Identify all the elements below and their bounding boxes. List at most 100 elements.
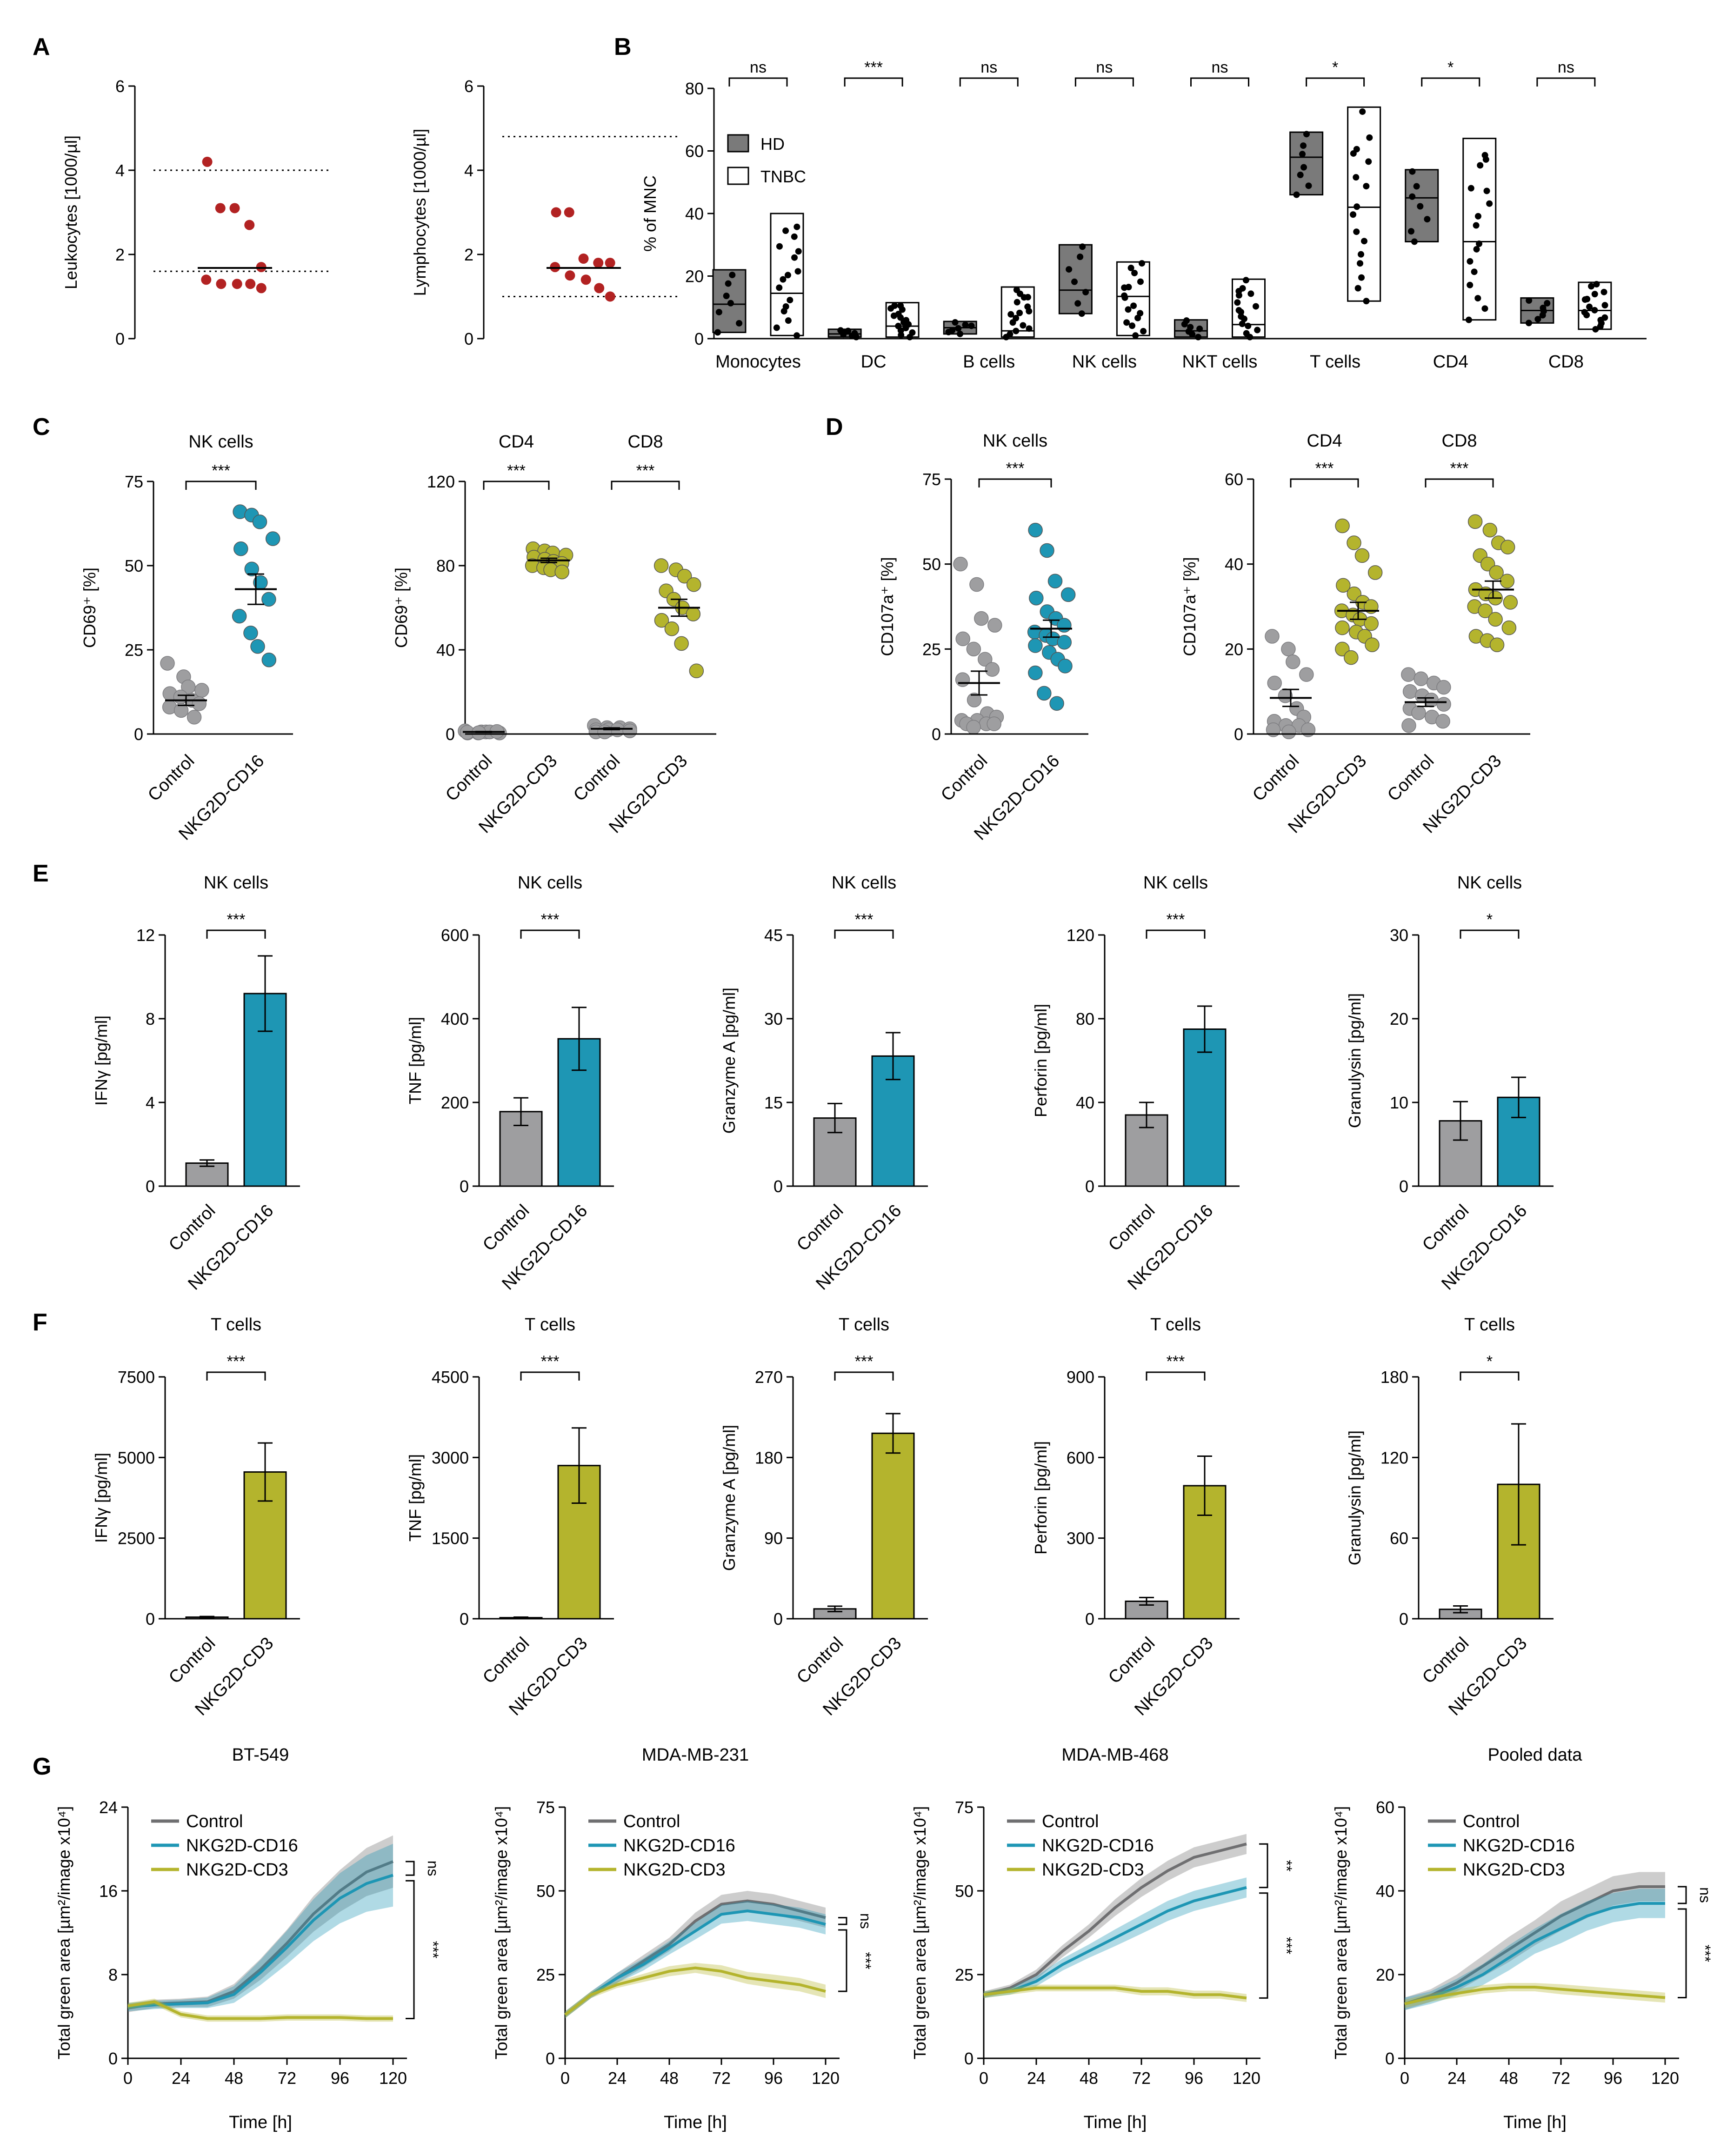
data-point [1588, 283, 1595, 290]
data-point [677, 568, 692, 584]
y-tick-label: 20 [1390, 1009, 1408, 1028]
y-tick-label: 25 [955, 1965, 974, 1984]
data-point [1016, 309, 1023, 316]
y-tick-label: 2500 [118, 1529, 155, 1548]
data-point [1299, 667, 1314, 682]
x-tick-label: 120 [1651, 2069, 1679, 2088]
data-point [1028, 522, 1043, 538]
y-tick-label: 25 [125, 641, 143, 660]
x-tick-label: 96 [331, 2069, 349, 2088]
data-point [1581, 309, 1588, 316]
data-point [256, 283, 267, 294]
y-tick-label: 50 [955, 1882, 974, 1901]
y-tick-label: 10 [1390, 1093, 1408, 1112]
x-tick-label: Control [1419, 1634, 1473, 1688]
data-point [1300, 142, 1307, 149]
y-tick-label: 75 [536, 1798, 555, 1817]
data-point [714, 329, 721, 336]
y-axis-label: Granulysin [pg/ml] [1345, 1430, 1364, 1565]
series-line [1404, 1885, 1665, 2005]
data-point [1013, 287, 1020, 294]
data-point [1047, 574, 1063, 588]
data-point [1358, 274, 1365, 281]
x-tick-label: 48 [1500, 2069, 1518, 2088]
data-point [966, 641, 981, 657]
significance-bracket [1678, 1886, 1687, 1904]
y-axis-label: Granulysin [pg/ml] [1345, 993, 1364, 1128]
y-tick-label: 400 [441, 1009, 469, 1028]
data-point [1591, 291, 1598, 298]
significance-label: *** [1006, 460, 1025, 477]
data-point [1435, 714, 1450, 729]
bar [871, 1432, 915, 1620]
legend-label: Control [623, 1812, 680, 1831]
data-point [1503, 595, 1518, 610]
data-point [1245, 322, 1252, 329]
y-axis-label: Leukocytes [1000/µl] [61, 135, 80, 289]
y-tick-label: 20 [1225, 640, 1243, 659]
data-point [1482, 522, 1498, 538]
data-point [674, 636, 689, 651]
data-point [1077, 254, 1084, 260]
data-point [215, 203, 226, 214]
data-point [1591, 307, 1598, 314]
data-point [1127, 265, 1134, 272]
y-tick-label: 0 [773, 1609, 783, 1629]
data-point [1409, 193, 1416, 200]
data-point [793, 223, 800, 230]
data-point [1411, 705, 1426, 721]
tnbc-box [1347, 106, 1381, 302]
data-point [1281, 641, 1296, 657]
legend-label: NKG2D-CD16 [1042, 1836, 1154, 1856]
x-tick-label: 96 [1185, 2069, 1203, 2088]
data-point [1131, 269, 1138, 276]
significance-label: *** [227, 911, 246, 928]
panel-letter-g: G [33, 1753, 51, 1780]
data-point [160, 656, 175, 671]
significance-bracket [1074, 77, 1134, 87]
x-tick-label: 0 [1400, 2069, 1409, 2088]
y-tick-label: 75 [955, 1798, 974, 1817]
data-point [1028, 665, 1043, 681]
data-point [232, 608, 247, 624]
y-axis-label: IFNγ [pg/ml] [92, 1453, 111, 1543]
data-point [1601, 314, 1608, 321]
y-axis-label: Total green area [µm²/image x10⁴] [910, 1806, 929, 2059]
data-point [957, 330, 964, 337]
data-point [773, 324, 780, 331]
y-tick-label: 0 [1399, 1609, 1408, 1629]
y-tick-label: 8 [108, 1965, 118, 1984]
significance-bracket [959, 77, 1019, 87]
data-point [1354, 203, 1360, 210]
chart-F5: 0 60 120 180 Granulysin [pg/ml] T cells Contro… [1345, 1315, 1554, 1720]
data-point [776, 243, 783, 250]
series-band [128, 1835, 393, 2012]
legend-label: NKG2D-CD3 [186, 1860, 288, 1880]
y-axis-label: CD107a⁺ [%] [878, 557, 897, 656]
data-point [787, 297, 793, 304]
panel-letter-f: F [33, 1309, 47, 1336]
data-point [1365, 637, 1380, 652]
y-tick-label: 60 [1390, 1529, 1408, 1548]
chart-E5: 0 10 20 30 Granulysin [pg/ml] NK cells Control… [1345, 873, 1554, 1294]
data-point [1409, 168, 1416, 175]
legend-label: NKG2D-CD3 [1463, 1860, 1565, 1880]
data-point [776, 284, 783, 291]
y-tick-label: 4500 [432, 1368, 469, 1387]
series-line [127, 2000, 393, 2020]
data-point [1501, 620, 1517, 635]
data-point [968, 322, 975, 329]
data-point [173, 703, 189, 718]
y-tick-label: 120 [427, 472, 455, 491]
y-tick-label: 40 [1376, 1882, 1394, 1901]
significance-label: *** [227, 1353, 246, 1370]
y-tick-label: 75 [125, 472, 143, 491]
y-tick-label: 0 [1399, 1177, 1408, 1196]
data-point [1483, 187, 1490, 194]
chart-G1: 0 8 16 24 Total green area [µm²/image x10⁴] 0… [54, 1745, 441, 2132]
y-tick-label: 300 [1067, 1529, 1094, 1548]
y-tick-label: 0 [694, 329, 704, 348]
data-point [686, 577, 701, 592]
